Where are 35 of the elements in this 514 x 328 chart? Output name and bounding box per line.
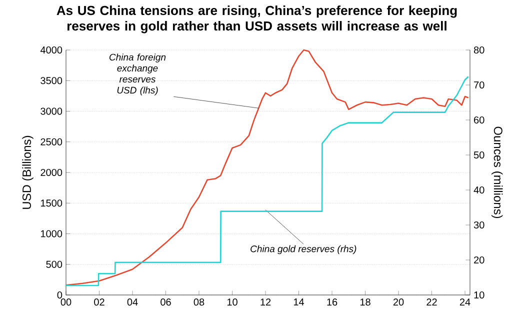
y-tick-label: 2500 bbox=[40, 138, 62, 146]
y2-tick-label: 80 bbox=[474, 46, 484, 54]
y2-tick-label: 30 bbox=[474, 221, 484, 229]
annotation: China foreign exchange reserves USD (lhs) bbox=[109, 54, 166, 96]
y-tick-label: 1500 bbox=[40, 200, 62, 207]
y-tick-label: 1000 bbox=[40, 230, 62, 238]
y2-tick-label: 20 bbox=[474, 256, 484, 264]
x-tick-label: 04 bbox=[127, 298, 138, 306]
x-tick-label: 16 bbox=[327, 298, 338, 306]
chart-title: As US China tensions are rising, China’s preference for keeping reserves in gold rather than USD assets will increase as well bbox=[56, 6, 457, 34]
x-tick-label: 06 bbox=[160, 298, 171, 306]
x-tick-label: 20 bbox=[393, 298, 404, 306]
x-tick-label: 14 bbox=[294, 298, 304, 306]
x-tick-label: 08 bbox=[194, 298, 204, 306]
y-axis-title: USD (Billions) bbox=[22, 136, 34, 209]
y-tick-label: 3500 bbox=[40, 77, 62, 84]
y2-axis-title: Ounces (millions) bbox=[492, 126, 503, 218]
y-tick-label: 2000 bbox=[40, 168, 62, 176]
x-tick-label: 22 bbox=[426, 298, 437, 306]
x-tick-label: 12 bbox=[260, 298, 271, 306]
x-tick-label: 00 bbox=[60, 298, 72, 306]
x-tick-label: 24 bbox=[460, 298, 470, 306]
y-tick-label: 500 bbox=[46, 260, 62, 268]
y2-tick-label: 70 bbox=[474, 81, 484, 89]
x-tick-label: 10 bbox=[227, 298, 238, 306]
y2-tick-label: 40 bbox=[474, 186, 484, 194]
y-tick-label: 4000 bbox=[40, 46, 62, 54]
y2-tick-label: 50 bbox=[474, 151, 484, 159]
y-tick-label: 3000 bbox=[40, 108, 62, 115]
y2-tick-label: 60 bbox=[474, 116, 484, 124]
x-tick-label: 18 bbox=[360, 298, 370, 306]
annotation: China gold reserves (rhs) bbox=[250, 245, 356, 254]
y-tick-label: 0 bbox=[57, 291, 62, 299]
x-tick-label: 02 bbox=[94, 298, 104, 306]
y2-tick-label: 10 bbox=[474, 291, 484, 299]
